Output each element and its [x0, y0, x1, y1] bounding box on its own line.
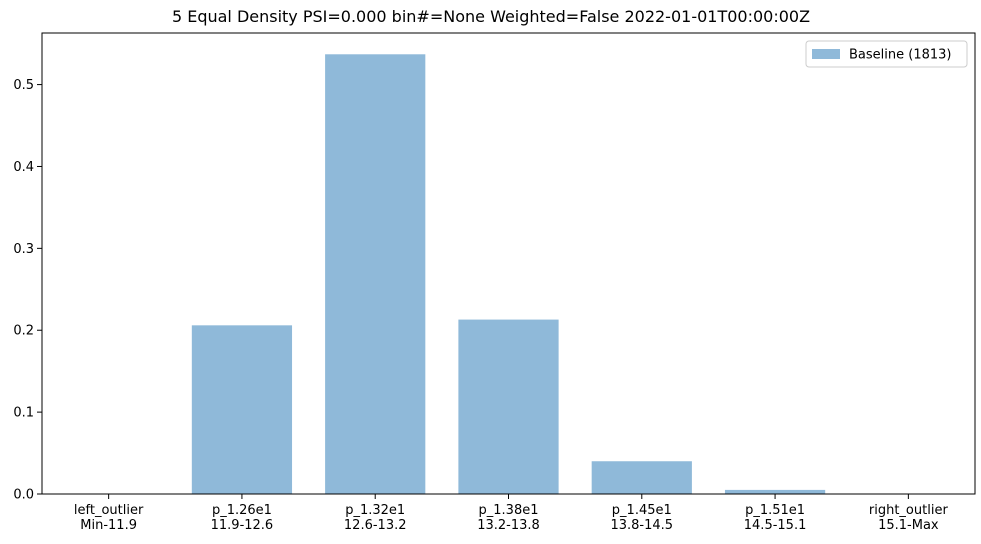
x-tick-label: left_outlier	[74, 503, 144, 518]
bar	[591, 461, 692, 494]
legend: Baseline (1813)	[805, 40, 968, 68]
y-tick-label: 0.2	[13, 324, 34, 339]
x-tick-label: 11.9-12.6	[211, 518, 274, 533]
x-tick-label: 13.2-13.8	[477, 518, 540, 533]
y-tick-label: 0.1	[13, 406, 34, 421]
bar	[191, 325, 293, 494]
x-tick-label: p_1.38e1	[479, 503, 539, 518]
bars-layer	[191, 54, 826, 494]
x-tick-label: p_1.51e1	[745, 503, 805, 518]
y-tick-label: 0.5	[13, 78, 34, 93]
plot-frame	[41, 32, 976, 495]
x-tick-label: p_1.45e1	[612, 503, 672, 518]
x-tick-label: 15.1-Max	[878, 518, 939, 533]
x-tick-label: Min-11.9	[80, 518, 137, 533]
legend-box	[805, 40, 968, 68]
x-tick-label: right_outlier	[869, 503, 949, 518]
x-tick-label: 14.5-15.1	[744, 518, 807, 533]
y-tick-label: 0.4	[13, 160, 34, 175]
x-tick-label: p_1.32e1	[345, 503, 405, 518]
y-axis: 0.0 0.1 0.2 0.3 0.4 0.5	[13, 78, 42, 503]
chart-title: 5 Equal Density PSI=0.000 bin#=None Weig…	[172, 7, 810, 26]
x-tick-label: 13.8-14.5	[610, 518, 673, 533]
bar	[325, 54, 426, 494]
legend-swatch	[812, 49, 840, 59]
bar	[724, 489, 826, 494]
y-tick-label: 0.0	[13, 488, 34, 503]
legend-label: Baseline (1813)	[849, 48, 951, 63]
x-tick-label: 12.6-13.2	[344, 518, 407, 533]
bar	[458, 319, 559, 494]
y-tick-label: 0.3	[13, 242, 34, 257]
x-tick-label: p_1.26e1	[212, 503, 272, 518]
